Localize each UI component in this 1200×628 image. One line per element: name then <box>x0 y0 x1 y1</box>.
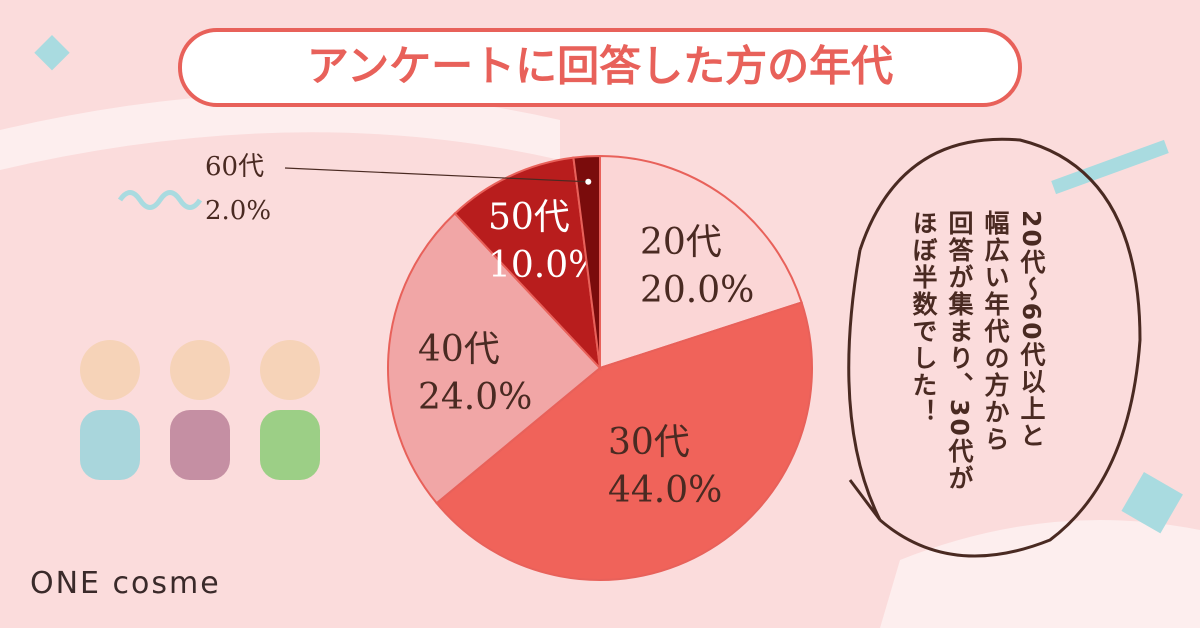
leader-line <box>284 167 589 183</box>
slice-category: 50代 <box>488 197 570 238</box>
decoration <box>0 35 1200 628</box>
slice-category: 40代 <box>418 329 500 370</box>
pie-slice <box>599 154 803 370</box>
pie-slice <box>387 212 602 505</box>
note-line: 20代〜60代以上と <box>1017 210 1046 450</box>
slice-value-label: 24.0% <box>418 377 532 418</box>
speech-bubble-text: 20代〜60代以上と 幅広い年代の方から 回答が集まり、30代が ほぼ半数でした！ <box>905 210 1049 540</box>
logo: ONE cosme <box>30 566 221 601</box>
slice-value-label: 44.0% <box>608 470 722 511</box>
slice-value-label: 20.0% <box>640 270 754 311</box>
note-line: ほぼ半数でした！ <box>909 210 938 426</box>
pie-slice <box>435 301 813 581</box>
note-line: 回答が集まり、30代が <box>945 210 974 492</box>
slice-category: 60代 <box>205 152 264 182</box>
slice-value-label: 10.0% <box>488 245 602 286</box>
slice-category: 30代 <box>608 422 690 463</box>
title-box <box>178 28 1022 107</box>
chart-title: アンケートに回答した方の年代 <box>307 42 893 91</box>
pie-slice <box>453 156 602 371</box>
note-line: 幅広い年代の方から <box>981 210 1010 453</box>
slice-category: 20代 <box>640 222 722 263</box>
leader-dot <box>585 178 592 185</box>
slice-value-label: 2.0% <box>205 196 271 226</box>
pie-slice <box>572 154 601 369</box>
